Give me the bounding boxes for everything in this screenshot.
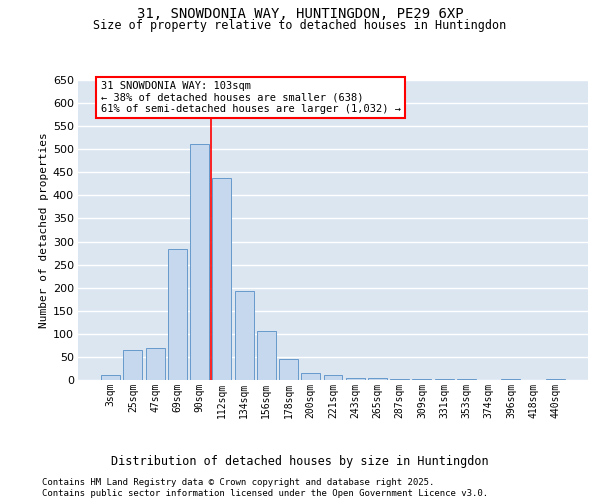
Bar xyxy=(279,359,298,380)
Text: Distribution of detached houses by size in Huntingdon: Distribution of detached houses by size … xyxy=(111,454,489,468)
Bar xyxy=(546,379,565,380)
Bar xyxy=(390,378,409,380)
Bar xyxy=(502,378,520,380)
Bar xyxy=(146,348,164,380)
Bar xyxy=(346,378,365,380)
Bar xyxy=(124,350,142,380)
Text: Size of property relative to detached houses in Huntingdon: Size of property relative to detached ho… xyxy=(94,18,506,32)
Text: Contains HM Land Registry data © Crown copyright and database right 2025.
Contai: Contains HM Land Registry data © Crown c… xyxy=(42,478,488,498)
Bar xyxy=(168,250,187,380)
Bar xyxy=(368,378,387,380)
Bar xyxy=(412,379,431,380)
Text: 31, SNOWDONIA WAY, HUNTINGDON, PE29 6XP: 31, SNOWDONIA WAY, HUNTINGDON, PE29 6XP xyxy=(137,8,463,22)
Bar xyxy=(212,178,231,380)
Bar xyxy=(323,376,343,380)
Bar xyxy=(301,372,320,380)
Bar xyxy=(457,379,476,380)
Y-axis label: Number of detached properties: Number of detached properties xyxy=(38,132,49,328)
Bar xyxy=(101,376,120,380)
Bar xyxy=(190,144,209,380)
Bar xyxy=(435,379,454,380)
Bar xyxy=(235,291,254,380)
Bar xyxy=(257,330,276,380)
Text: 31 SNOWDONIA WAY: 103sqm
← 38% of detached houses are smaller (638)
61% of semi-: 31 SNOWDONIA WAY: 103sqm ← 38% of detach… xyxy=(101,81,401,114)
